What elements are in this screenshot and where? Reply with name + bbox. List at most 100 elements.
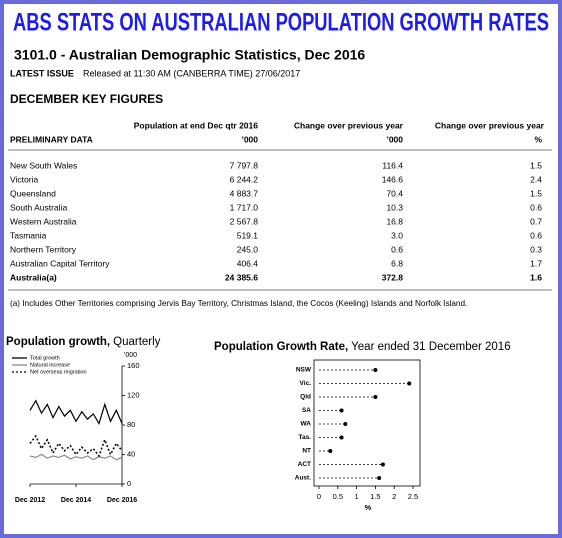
- cell: 6 244.2: [230, 174, 259, 184]
- row-label: South Australia: [10, 202, 67, 212]
- cell: 1.6: [530, 272, 542, 282]
- chart-title: Population growth, Quarterly: [6, 336, 161, 348]
- issue-text: Released at 11:30 AM (CANBERRA TIME) 27/…: [83, 68, 300, 78]
- row-label: Northern Territory: [10, 244, 77, 254]
- category-label: SA: [302, 407, 311, 414]
- legend-label: Natural increase: [30, 362, 70, 368]
- cell: 0.3: [530, 244, 542, 254]
- row-label: Victoria: [10, 174, 38, 184]
- cell: 6.8: [391, 258, 403, 268]
- cell: 7 797.8: [230, 160, 259, 170]
- column-unit: '000: [387, 134, 403, 144]
- subtitle: 3101.0 - Australian Demographic Statisti…: [14, 47, 365, 63]
- dot: [373, 368, 378, 372]
- category-label: Tas.: [298, 434, 311, 441]
- dot: [377, 476, 382, 480]
- cell: 0.6: [530, 202, 542, 212]
- x-tick-label: Dec 2016: [107, 497, 137, 504]
- chart-rate: Population Growth Rate, Year ended 31 Dec…: [214, 341, 511, 512]
- chart-title-main: Population growth,: [6, 336, 110, 348]
- category-label: NT: [302, 448, 311, 455]
- y-unit: '000: [124, 352, 137, 359]
- table: PRELIMINARY DATA Population at end Dec qt…: [10, 120, 545, 282]
- dot: [339, 435, 344, 440]
- chart-subtitle: Quarterly: [113, 336, 161, 348]
- cell: 0.7: [530, 216, 542, 226]
- column-unit: %: [534, 134, 542, 144]
- category-label: Qld: [300, 394, 311, 401]
- cell: 406.4: [237, 258, 259, 268]
- cell: 4 883.7: [230, 188, 259, 198]
- cell: 116.4: [382, 160, 403, 170]
- dot: [380, 462, 385, 467]
- cell: 24 385.6: [225, 272, 258, 282]
- cell: 2.4: [530, 174, 542, 184]
- dot: [407, 381, 412, 386]
- cell: 0.6: [530, 230, 542, 240]
- x-axis-label: %: [365, 503, 372, 512]
- x-tick-label: 2: [392, 492, 396, 501]
- section-title: DECEMBER KEY FIGURES: [10, 92, 163, 106]
- y-tick-label: 120: [127, 390, 140, 399]
- x-tick-label: Dec 2012: [15, 497, 45, 504]
- y-tick-label: 40: [127, 449, 135, 458]
- category-label: Vic.: [300, 380, 312, 387]
- chart-subtitle: Year ended 31 December 2016: [351, 341, 510, 353]
- x-tick-label: 0.5: [333, 492, 343, 501]
- cell: 1.5: [530, 160, 542, 170]
- chart-growth: Population growth, Quarterly '000 0 40 80 120 1…: [6, 336, 161, 504]
- chart-title-main: Population Growth Rate,: [214, 341, 348, 353]
- x-tick-label: 1: [355, 492, 359, 501]
- cell: 0.6: [391, 244, 403, 254]
- x-tick-label: 1.5: [370, 492, 380, 501]
- cell: 519.1: [237, 230, 259, 240]
- chart-title: Population Growth Rate, Year ended 31 Dec…: [214, 341, 511, 353]
- column-unit: '000: [242, 134, 258, 144]
- cell: 10.3: [386, 202, 403, 212]
- dot: [343, 422, 348, 426]
- category-label: WA: [301, 421, 312, 428]
- cell: 16.8: [386, 216, 403, 226]
- cell: 245.0: [237, 244, 259, 254]
- column-title: Population at end Dec qtr 2016: [134, 120, 258, 130]
- page-title: ABS STATS ON AUSTRALIAN POPULATION GROWT…: [13, 9, 549, 37]
- x-tick-label: 0: [317, 492, 321, 501]
- column-title: Change over previous year: [294, 120, 404, 130]
- category-label: ACT: [298, 461, 311, 468]
- cell: 70.4: [386, 188, 403, 198]
- cell: 3.0: [391, 230, 403, 240]
- y-tick-label: 160: [127, 361, 140, 370]
- column-title: Change over previous year: [435, 120, 545, 130]
- series-line: [29, 453, 123, 461]
- plot-frame: [313, 359, 421, 487]
- row-label: New South Wales: [10, 160, 77, 170]
- category-label: NSW: [296, 367, 312, 374]
- footnote: (a) Includes Other Territories comprisin…: [10, 299, 467, 308]
- column-title: PRELIMINARY DATA: [10, 134, 93, 144]
- y-tick-label: 0: [127, 479, 131, 488]
- cell: 2 567.8: [230, 216, 259, 226]
- dot: [373, 395, 378, 399]
- legend-label: Total growth: [30, 355, 60, 361]
- cell: 372.8: [382, 272, 404, 282]
- y-tick-label: 80: [127, 420, 135, 429]
- cell: 1 717.0: [230, 202, 259, 212]
- legend-label: Net overseas migration: [30, 369, 87, 375]
- row-label: Australian Capital Territory: [10, 258, 110, 268]
- issue-label: LATEST ISSUE: [10, 68, 74, 78]
- series-line: [29, 399, 123, 425]
- row-label: Queensland: [10, 188, 56, 198]
- row-label: Western Australia: [10, 216, 77, 226]
- dot: [328, 449, 333, 453]
- cell: 1.7: [530, 258, 542, 268]
- category-label: Aust.: [295, 475, 311, 482]
- dot: [339, 408, 344, 413]
- cell: 146.6: [382, 174, 404, 184]
- x-tick-label: 2.5: [408, 492, 418, 501]
- cell: 1.5: [530, 188, 542, 198]
- row-label: Tasmania: [10, 230, 47, 240]
- row-label: Australia(a): [10, 272, 57, 282]
